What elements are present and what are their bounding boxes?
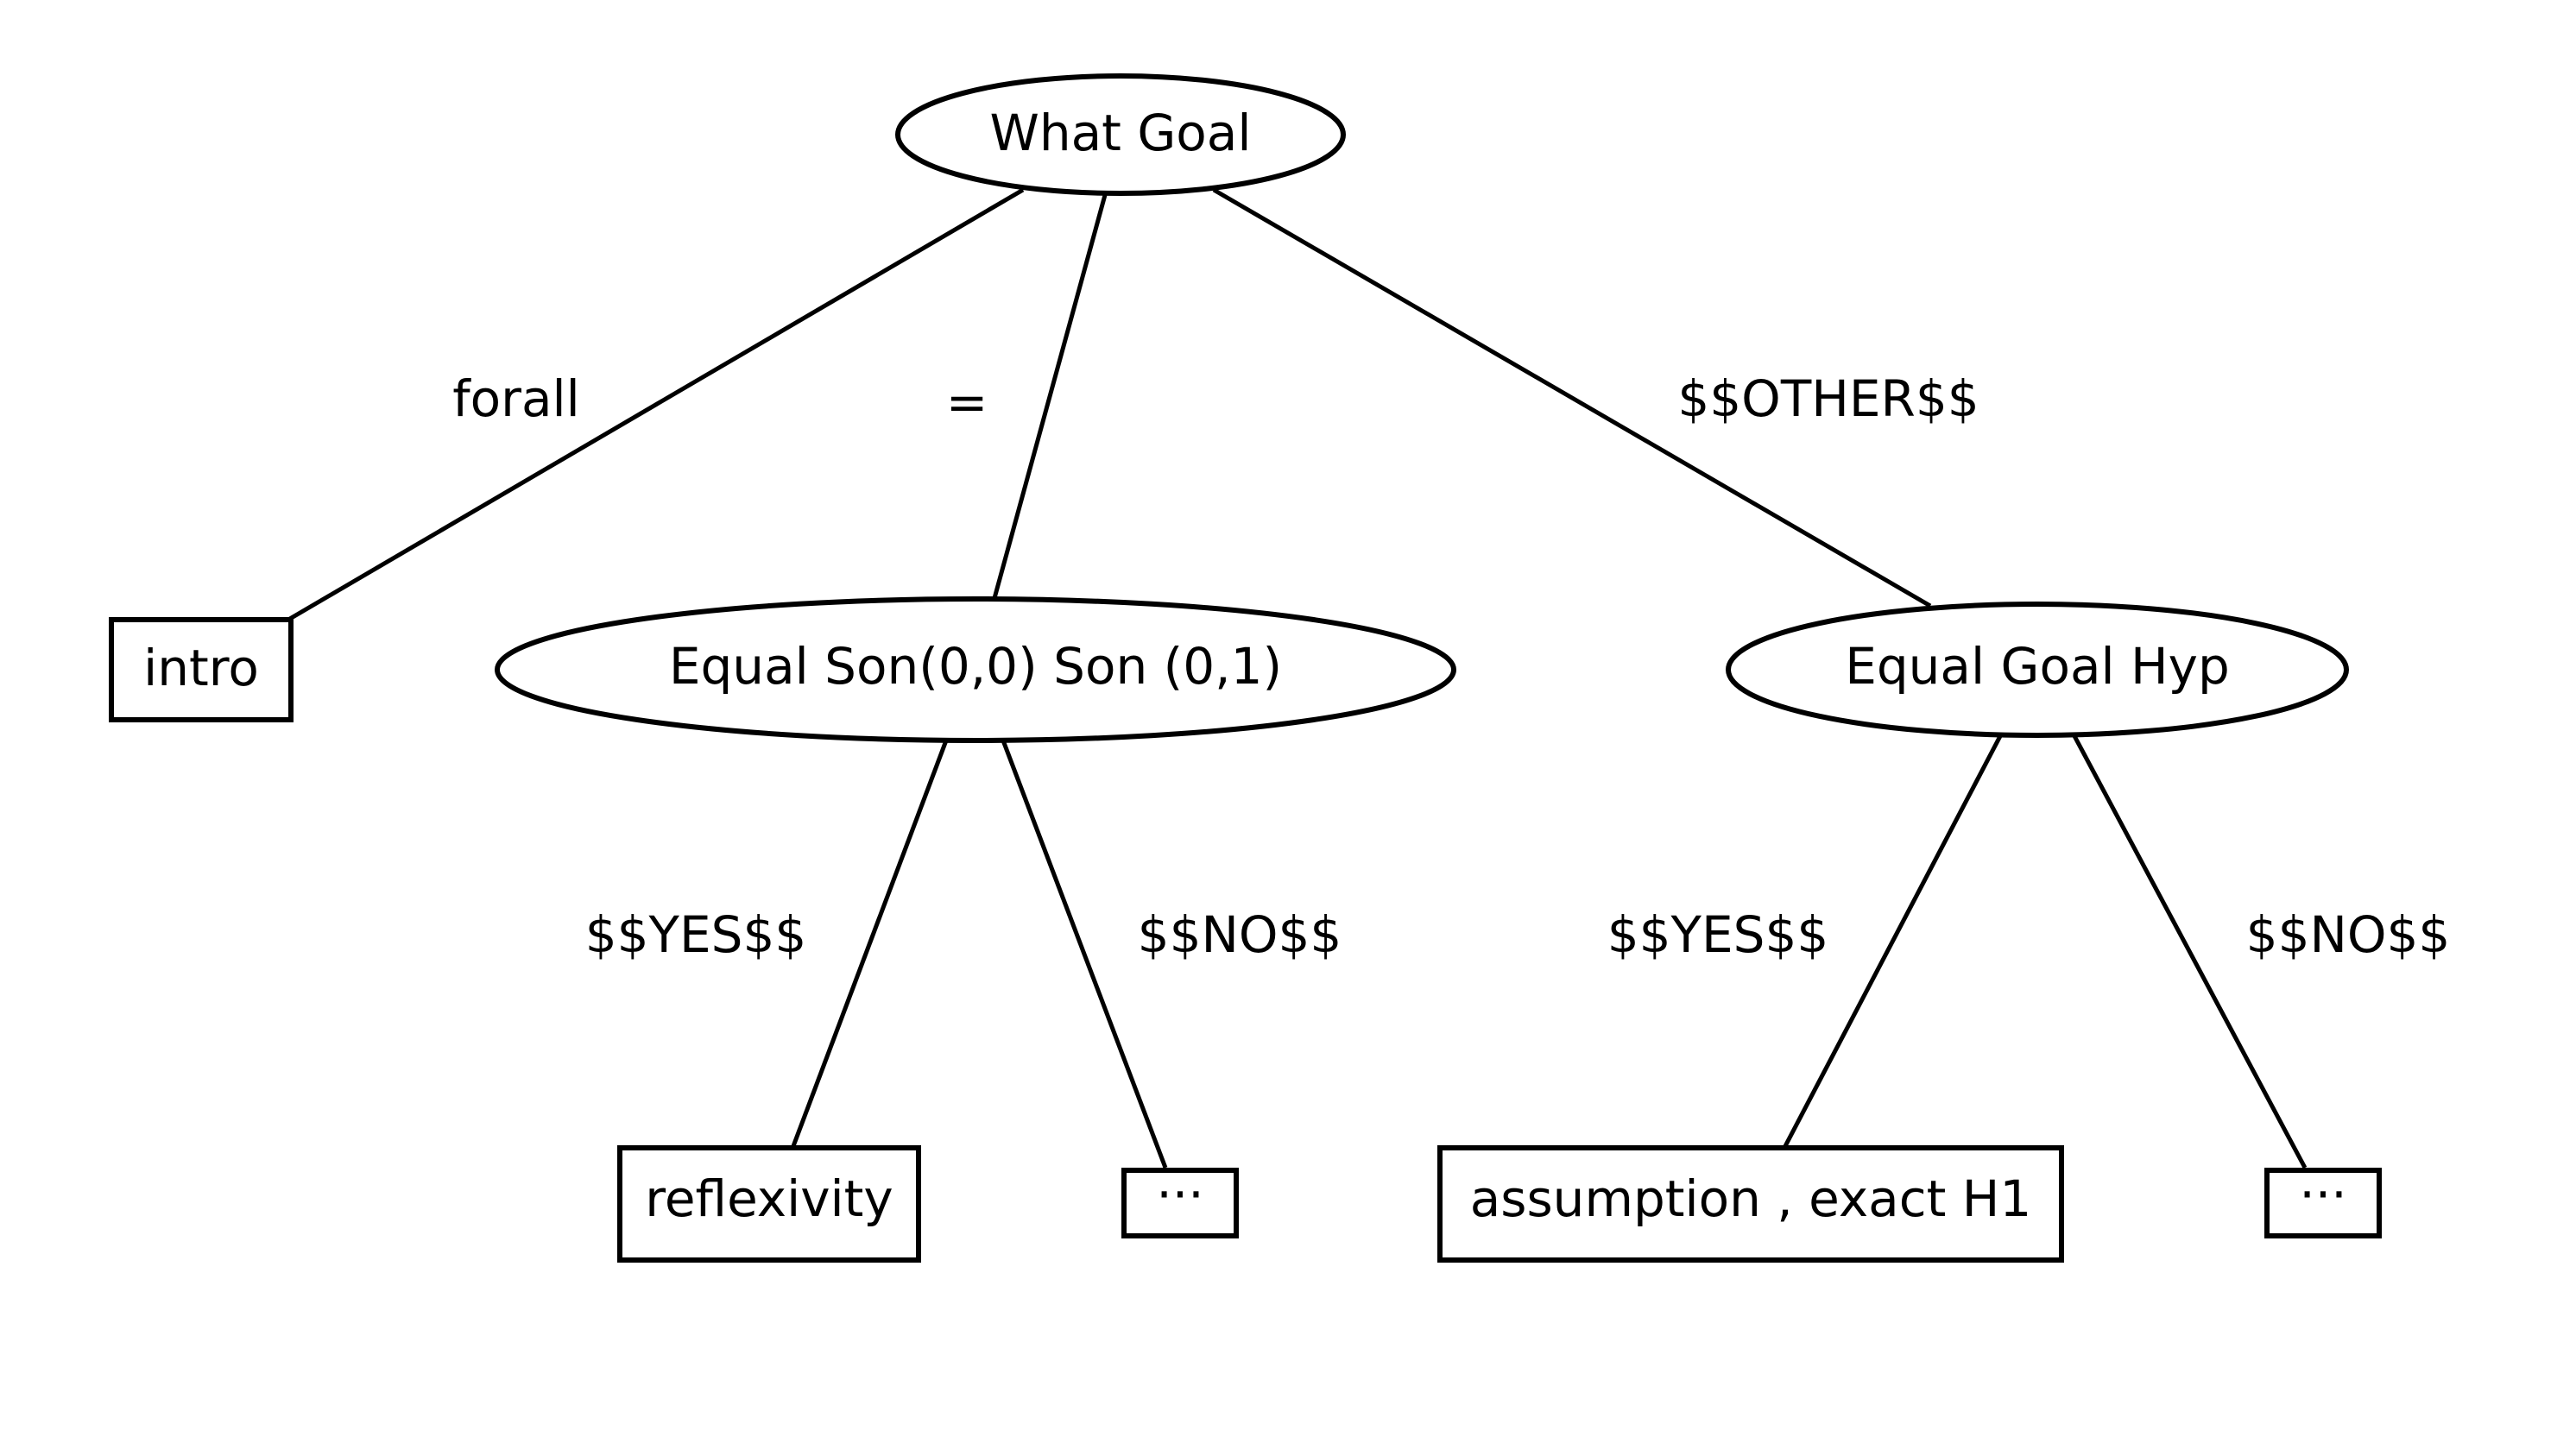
edge-label-yes-left: $$YES$$ xyxy=(585,905,807,964)
node-ellipsis-left-box xyxy=(1121,1168,1239,1238)
node-reflexivity-box xyxy=(617,1145,921,1263)
edge-equal-son-to-reflexivity xyxy=(791,740,949,1147)
node-reflexivity: reflexivity xyxy=(617,1145,921,1263)
edge-label-other: $$OTHER$$ xyxy=(1677,369,1979,428)
node-root-ellipse xyxy=(895,73,1346,196)
node-intro-box xyxy=(109,617,294,722)
edge-label-forall: forall xyxy=(452,369,580,428)
node-assumption: assumption , exact H1 xyxy=(1437,1145,2064,1263)
node-ellipsis-right-box xyxy=(2264,1168,2382,1238)
node-assumption-label: assumption , exact H1 xyxy=(1470,1169,2032,1228)
node-intro: intro xyxy=(109,617,294,722)
node-ellipsis-left: ··· xyxy=(1121,1165,1239,1238)
edge-root-to-equal-goal-hyp xyxy=(1212,187,1932,608)
node-root-label: What Goal xyxy=(990,104,1252,162)
edge-label-yes-right: $$YES$$ xyxy=(1607,905,1829,964)
edge-goal-hyp-to-ellipsis-right xyxy=(2071,733,2308,1169)
edge-labels: forall = $$OTHER$$ $$YES$$ $$NO$$ $$YES$… xyxy=(452,369,2450,964)
node-equal-son-label: Equal Son(0,0) Son (0,1) xyxy=(669,637,1282,696)
node-ellipsis-left-label: ··· xyxy=(1156,1165,1203,1224)
edge-root-to-equal-son xyxy=(992,194,1108,599)
node-equal-goal-hyp-ellipse xyxy=(1726,602,2349,738)
edge-label-equals: = xyxy=(946,373,988,432)
node-equal-son-ellipse xyxy=(495,596,1456,743)
node-equal-goal-hyp: Equal Goal Hyp xyxy=(1726,602,2349,738)
edge-label-no-right: $$NO$$ xyxy=(2246,905,2451,964)
node-equal-goal-hyp-label: Equal Goal Hyp xyxy=(1845,637,2230,696)
edges xyxy=(287,187,2308,1169)
edge-equal-son-to-ellipsis-left xyxy=(1001,740,1168,1169)
edge-label-no-left: $$NO$$ xyxy=(1138,905,1342,964)
node-intro-label: intro xyxy=(143,639,259,697)
node-reflexivity-label: reflexivity xyxy=(645,1169,893,1228)
node-equal-son: Equal Son(0,0) Son (0,1) xyxy=(495,596,1456,743)
node-ellipsis-right-label: ··· xyxy=(2299,1165,2346,1224)
node-assumption-box xyxy=(1437,1145,2064,1263)
edge-goal-hyp-to-assumption xyxy=(1783,733,2004,1148)
node-ellipsis-right: ··· xyxy=(2264,1165,2382,1238)
edge-root-to-intro xyxy=(287,187,1025,622)
node-root: What Goal xyxy=(895,73,1346,196)
